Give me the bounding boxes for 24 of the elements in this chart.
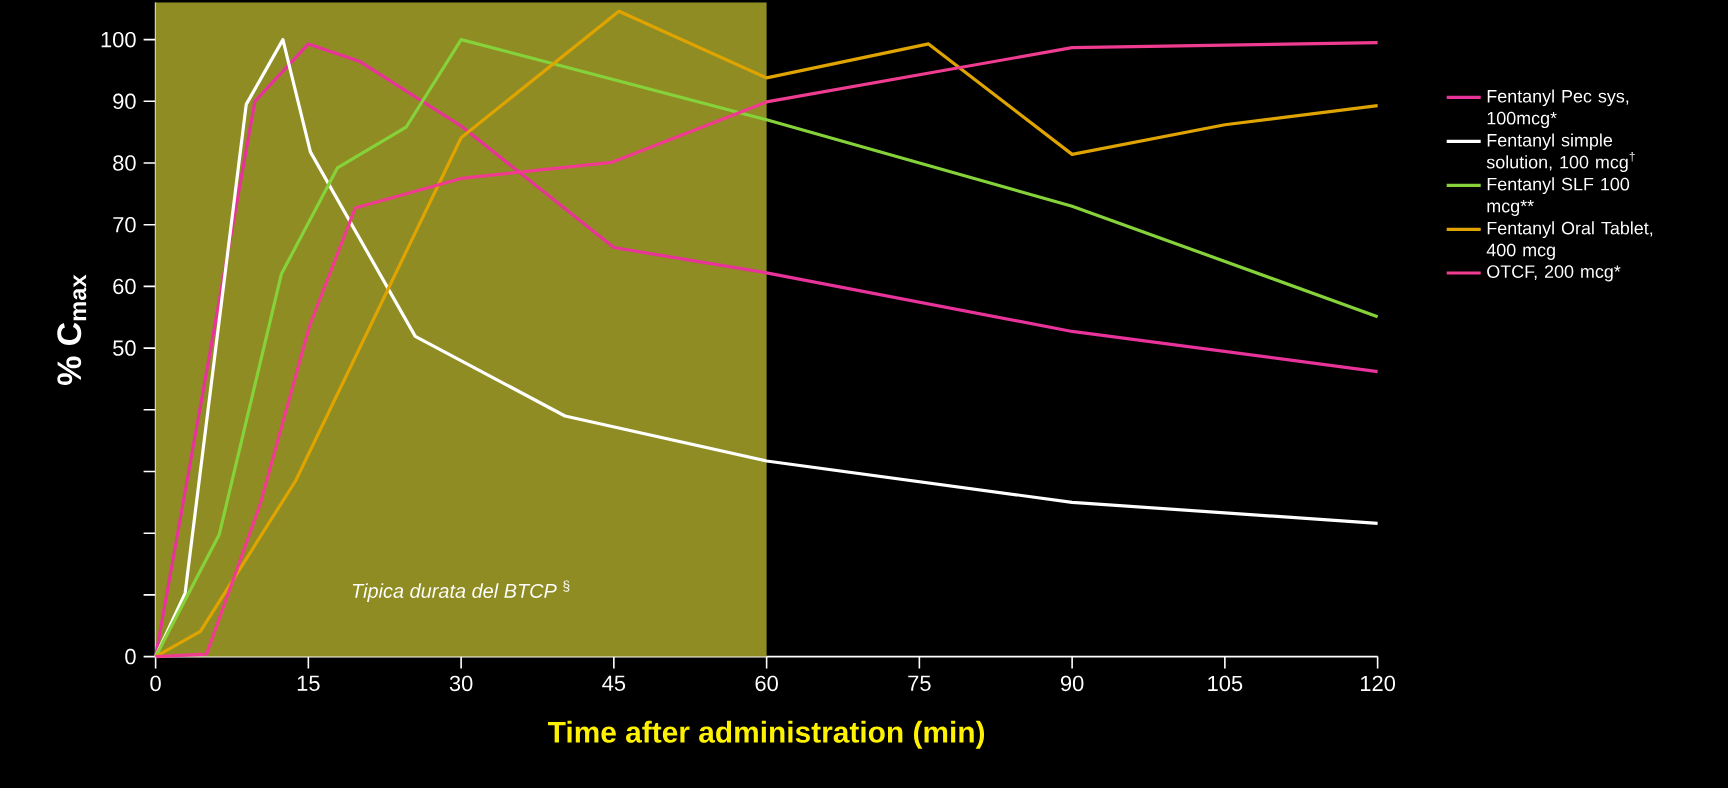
legend-label: Fentanyl Pec sys, 100mcg* [1487, 89, 1629, 129]
y-tick-label: 0 [125, 648, 136, 665]
y-tick-label: 90 [113, 93, 136, 110]
legend-label: OTCF, 200 mcg* [1487, 265, 1621, 282]
y-axis-title: % C$_{max}$ [57, 274, 87, 385]
x-axis-title: Time after administration (min) [548, 720, 985, 749]
legend-label: Fentanyl SLF 100 mcg** [1487, 177, 1630, 216]
x-tick-label: 75 [908, 675, 931, 691]
legend-label: Fentanyl simple solution, 100 mcg$^{†}$ [1486, 133, 1635, 173]
legend-label: Fentanyl Oral Tablet, 400 mcg [1486, 221, 1653, 260]
x-tick-label: 105 [1208, 675, 1243, 692]
y-tick-label: 100 [101, 31, 136, 48]
y-tick-label: 80 [113, 155, 136, 171]
y-tick-label: 70 [113, 216, 136, 233]
x-tick-label: 120 [1360, 675, 1396, 692]
y-tick-label: 60 [113, 278, 136, 295]
x-tick-label: 90 [1060, 675, 1084, 692]
band-label: Tipica durata del BTCP $^{§}$ [352, 580, 570, 602]
y-tick-label: 50 [113, 340, 136, 356]
x-tick-label: 45 [602, 675, 626, 691]
x-tick-label: 30 [449, 675, 473, 692]
x-tick-label: 0 [150, 675, 161, 692]
x-tick-label: 60 [755, 675, 778, 692]
x-tick-label: 15 [297, 675, 320, 691]
